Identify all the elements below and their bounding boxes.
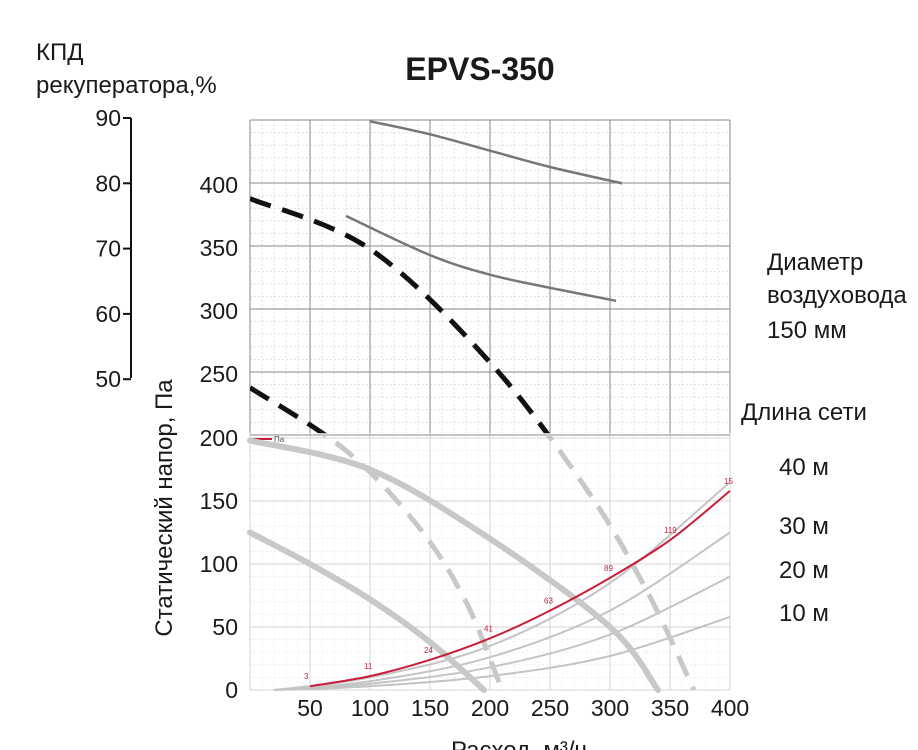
chart-ticks: 50 100 150 200 250 300 350 40020015010050040035… [95,105,749,721]
network-length-10: 10 м [779,600,829,627]
x-tick-label: 250 [531,695,569,721]
system-curve-point-label: 11 [364,662,373,671]
network-curve [273,481,731,691]
chart-grid: Па [249,119,731,691]
lower-pressure-tick-label: 150 [200,488,238,514]
fan-curve-high [247,437,661,693]
system-curve-point-label: 15 [724,477,733,486]
efficiency-tick-label: 80 [95,170,121,196]
x-tick-label: 100 [351,695,389,721]
system-curve-point-label: 24 [424,646,433,655]
system-curve-point-label: 119 [664,526,677,535]
network-curve [273,531,731,691]
fan-curve-low [247,529,487,693]
efficiency-tick-label: 90 [95,105,121,131]
efficiency-axis-label-line2: рекуператора,% [36,72,217,99]
chart-curves: 3 11 24 41 63 89 119 15 [247,120,733,693]
duct-label-line1: Диаметр [767,249,863,276]
x-axis-label: Расход, м³/ч [451,737,587,750]
chart-title: EPVS-350 [405,51,554,87]
x-tick-label: 300 [591,695,629,721]
efficiency-axis-label-line1: КПД [36,39,83,66]
efficiency-tick-label: 70 [95,236,121,262]
efficiency-curve [345,214,617,303]
fan-curve-dashed-low-upper [250,385,327,433]
x-tick-label: 400 [711,695,749,721]
upper-pressure-tick-label: 300 [200,298,238,324]
fan-curve-dashed-low-lower [317,433,505,690]
y-axis-label: Статический напор, Па [151,379,178,637]
system-curve-point-label: 41 [484,624,493,633]
network-length-title: Длина сети [741,399,867,426]
lower-pressure-tick-label: 100 [200,551,238,577]
system-curve [309,490,731,688]
x-tick-label: 50 [297,695,323,721]
lower-pressure-tick-label: 50 [212,614,238,640]
system-curve-point-label: 63 [544,597,553,606]
legend-label: Па [274,435,285,444]
system-curve-point-label: 3 [304,672,309,681]
system-curve-point-label: 89 [604,564,613,573]
lower-pressure-tick-label: 0 [225,677,238,703]
duct-label-line2: воздуховода [767,282,907,309]
upper-pressure-tick-label: 350 [200,235,238,261]
efficiency-tick-label: 50 [95,366,121,392]
network-length-20: 20 м [779,557,829,584]
upper-pressure-tick-label: 250 [200,361,238,387]
duct-label-line3: 150 мм [767,317,847,344]
x-tick-label: 350 [651,695,689,721]
network-length-30: 30 м [779,513,829,540]
efficiency-curve [369,120,623,185]
network-curve [273,575,731,691]
x-tick-label: 200 [471,695,509,721]
upper-pressure-tick-label: 400 [200,172,238,198]
lower-pressure-tick-label: 200 [200,425,238,451]
fan-curve-dashed-high-upper [250,196,550,433]
x-tick-label: 150 [411,695,449,721]
network-length-40: 40 м [779,454,829,481]
efficiency-tick-label: 60 [95,301,121,327]
